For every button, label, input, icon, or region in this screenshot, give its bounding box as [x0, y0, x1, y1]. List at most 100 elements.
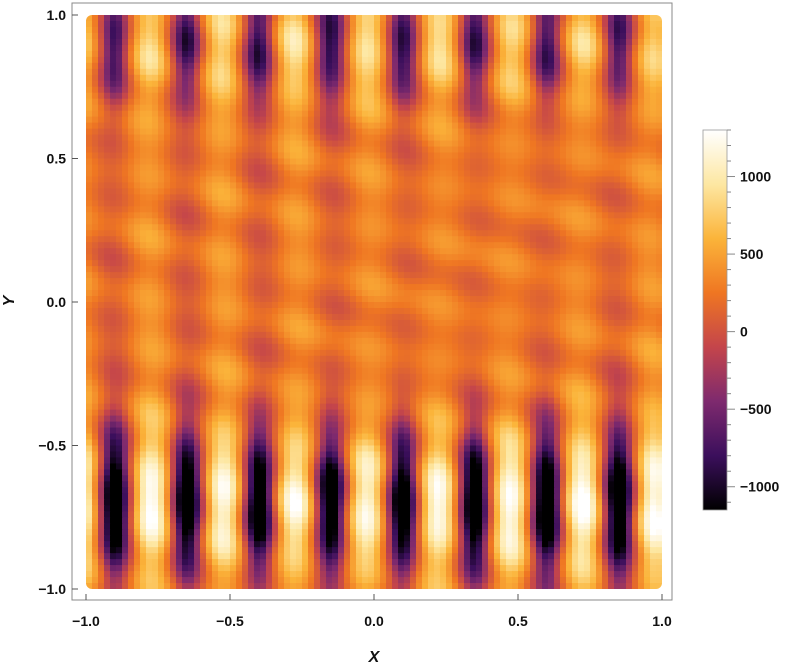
heatmap-cell: [272, 110, 279, 118]
heatmap-cell: [572, 307, 579, 315]
heatmap-cell: [656, 307, 662, 315]
heatmap-cell: [86, 26, 93, 34]
heatmap-cell: [92, 104, 99, 112]
heatmap-cell: [338, 212, 345, 219]
heatmap-cell: [602, 80, 609, 88]
heatmap-cell: [146, 230, 153, 237]
heatmap-cell: [296, 230, 303, 237]
heatmap-cell: [614, 236, 621, 243]
heatmap-cell: [164, 230, 171, 237]
heatmap-cell: [350, 248, 357, 255]
heatmap-cell: [422, 152, 429, 160]
heatmap-cell: [476, 158, 483, 166]
heatmap-cell: [182, 32, 189, 40]
heatmap-cell: [416, 278, 423, 285]
heatmap-cell: [578, 319, 585, 327]
heatmap-cell: [176, 116, 183, 124]
heatmap-cell: [422, 32, 429, 40]
heatmap-cell: [530, 182, 537, 189]
heatmap-cell: [140, 140, 147, 148]
heatmap-cell: [308, 68, 315, 76]
heatmap-cell: [344, 122, 351, 130]
heatmap-cell: [500, 200, 507, 207]
heatmap-cell: [104, 44, 111, 52]
heatmap-cell: [512, 278, 519, 285]
heatmap-cell: [464, 26, 471, 34]
heatmap-cell: [332, 224, 339, 231]
heatmap-cell: [224, 74, 231, 82]
heatmap-cell: [86, 230, 93, 237]
heatmap-cell: [98, 302, 105, 309]
heatmap-cell: [188, 158, 195, 166]
heatmap-cell: [320, 230, 327, 237]
heatmap-cell: [542, 50, 549, 58]
heatmap-cell: [224, 266, 231, 273]
heatmap-cell: [392, 206, 399, 213]
heatmap-cell: [338, 302, 345, 309]
heatmap-cell: [158, 302, 165, 309]
heatmap-cell: [470, 158, 477, 166]
heatmap-cell: [380, 152, 387, 160]
heatmap-cell: [506, 86, 513, 94]
heatmap-cell: [560, 212, 567, 219]
heatmap-cell: [470, 152, 477, 160]
heatmap-cell: [608, 218, 615, 225]
heatmap-cell: [116, 266, 123, 273]
heatmap-cell: [176, 122, 183, 130]
heatmap-cell: [578, 182, 585, 189]
heatmap-cell: [188, 272, 195, 279]
heatmap-cell: [344, 278, 351, 285]
heatmap-cell: [470, 176, 477, 184]
heatmap-cell: [650, 188, 657, 195]
heatmap-cell: [182, 313, 189, 321]
heatmap-cell: [518, 307, 525, 315]
heatmap-cell: [92, 236, 99, 243]
heatmap-cell: [410, 182, 417, 189]
heatmap-cell: [338, 278, 345, 285]
heatmap-cell: [410, 158, 417, 166]
heatmap-cell: [344, 20, 351, 28]
heatmap-cell: [488, 278, 495, 285]
heatmap-cell: [452, 158, 459, 166]
heatmap-cell: [416, 74, 423, 82]
heatmap-cell: [506, 68, 513, 76]
heatmap-cell: [512, 50, 519, 58]
heatmap-cell: [254, 122, 261, 130]
heatmap-cell: [602, 56, 609, 64]
heatmap-cell: [512, 200, 519, 207]
heatmap-cell: [488, 170, 495, 178]
heatmap-cell: [572, 278, 579, 285]
heatmap-cell: [140, 44, 147, 52]
heatmap-cell: [170, 20, 177, 28]
heatmap-cell: [302, 140, 309, 148]
heatmap-cell: [284, 218, 291, 225]
heatmap-cell: [458, 38, 465, 46]
heatmap-cell: [290, 140, 297, 148]
heatmap-cell: [140, 152, 147, 160]
heatmap-cell: [296, 319, 303, 327]
heatmap-cell: [326, 194, 333, 201]
heatmap-cell: [92, 260, 99, 267]
heatmap-cell: [518, 164, 525, 172]
heatmap-cell: [614, 170, 621, 178]
heatmap-cell: [590, 62, 597, 70]
heatmap-cell: [374, 128, 381, 136]
heatmap-cell: [476, 212, 483, 219]
heatmap-cell: [404, 92, 411, 100]
heatmap-cell: [158, 15, 165, 22]
heatmap-cell: [620, 128, 627, 136]
heatmap-cell: [476, 200, 483, 207]
heatmap-cell: [278, 307, 285, 315]
heatmap-cell: [650, 80, 657, 88]
heatmap-cell: [596, 140, 603, 148]
heatmap-cell: [644, 266, 651, 273]
heatmap-cell: [254, 200, 261, 207]
heatmap-cell: [158, 158, 165, 166]
heatmap-cell: [512, 296, 519, 303]
heatmap-cell: [554, 307, 561, 315]
heatmap-cell: [128, 272, 135, 279]
heatmap-cell: [542, 319, 549, 327]
heatmap-cell: [86, 152, 93, 160]
heatmap-cell: [320, 176, 327, 184]
heatmap-cell: [596, 15, 603, 22]
